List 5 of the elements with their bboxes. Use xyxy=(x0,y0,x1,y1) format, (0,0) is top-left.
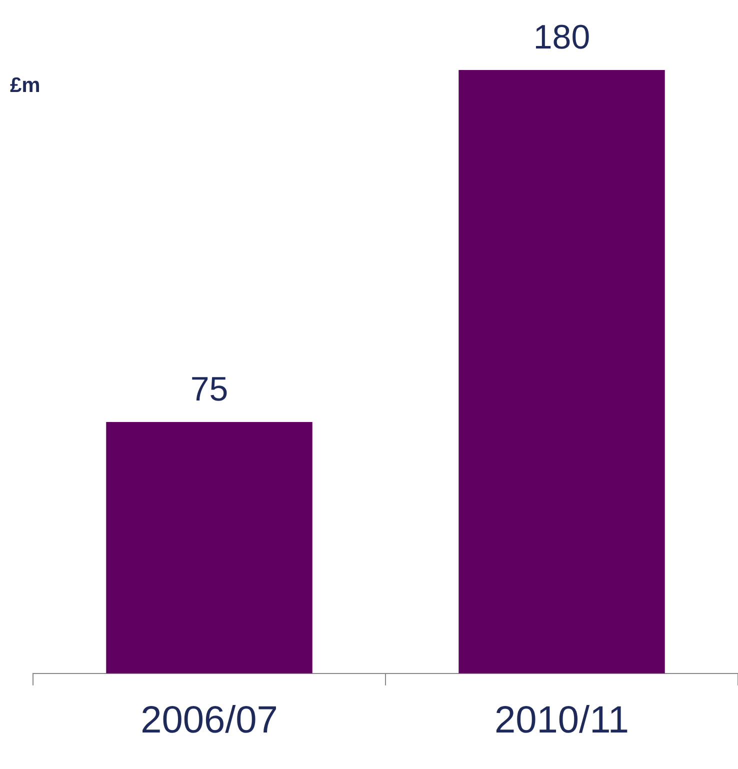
y-axis-title: £m xyxy=(10,74,40,97)
x-tick-label: 2006/07 xyxy=(140,700,278,742)
data-label: 180 xyxy=(533,18,590,56)
x-tick-label: 2010/11 xyxy=(494,700,630,742)
data-label: 75 xyxy=(190,370,228,408)
